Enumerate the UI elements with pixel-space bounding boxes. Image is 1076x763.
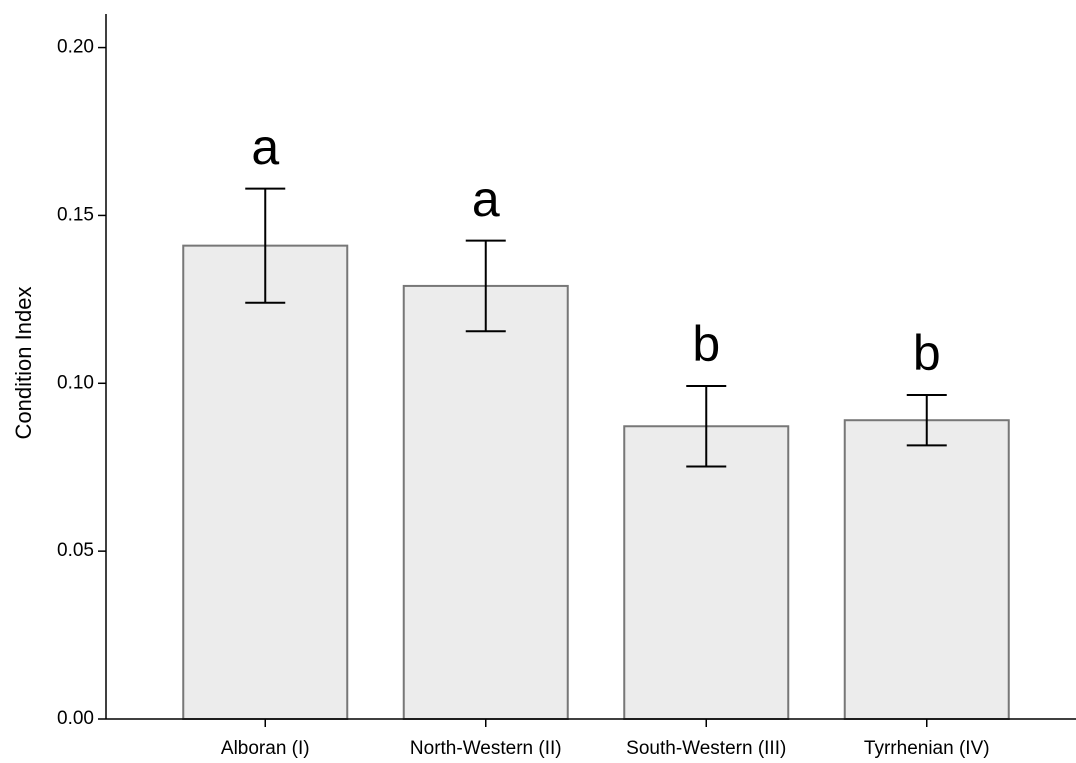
y-tick-label: 0.05	[57, 540, 94, 561]
bar	[843, 419, 1010, 720]
annotation: b	[692, 316, 720, 372]
y-axis-label: Condition Index	[11, 287, 36, 440]
x-tick-label: Alboran (I)	[221, 738, 310, 759]
y-tick-label: 0.10	[57, 372, 94, 393]
bar	[402, 284, 569, 720]
y-tick-label: 0.20	[57, 37, 94, 58]
y-tick-label: 0.15	[57, 204, 94, 225]
bar	[623, 425, 790, 720]
bar	[182, 244, 349, 720]
annotation: a	[472, 171, 500, 227]
x-tick-label: South-Western (III)	[626, 738, 786, 759]
y-tick-label: 0.00	[57, 708, 94, 729]
x-tick-label: Tyrrhenian (IV)	[864, 738, 990, 759]
annotation: a	[251, 119, 279, 175]
x-tick-label: North-Western (II)	[410, 738, 562, 759]
annotation: b	[913, 325, 941, 381]
